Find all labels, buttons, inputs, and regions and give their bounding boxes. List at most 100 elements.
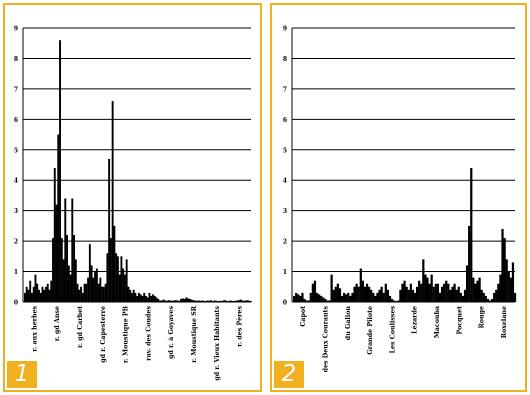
- category-label: r. des Pères: [237, 306, 244, 347]
- bar: [32, 286, 35, 302]
- bar: [55, 204, 58, 302]
- bar: [295, 292, 298, 302]
- bar: [486, 298, 490, 302]
- bar: [145, 295, 147, 302]
- bar: [299, 295, 302, 302]
- bar: [507, 271, 510, 302]
- bar: [513, 292, 517, 302]
- bar: [353, 286, 356, 302]
- category-label: r. Moustique PB: [123, 306, 130, 363]
- bar: [248, 300, 251, 302]
- bar: [166, 300, 168, 302]
- bar: [67, 265, 70, 302]
- bar: [434, 283, 437, 302]
- bar: [499, 274, 502, 302]
- bar: [111, 101, 114, 302]
- y-tick-label: 9: [283, 26, 287, 33]
- bar: [204, 301, 207, 302]
- bar: [305, 300, 308, 302]
- bar: [311, 283, 314, 302]
- bar: [80, 286, 83, 302]
- y-tick-label: 3: [14, 208, 18, 215]
- bar: [478, 277, 481, 302]
- bar: [43, 289, 46, 302]
- bar: [501, 228, 504, 302]
- bar: [174, 300, 177, 302]
- bar: [162, 299, 165, 302]
- bar: [78, 289, 81, 302]
- bar: [297, 294, 300, 302]
- bar: [488, 300, 492, 302]
- bar: [415, 286, 419, 302]
- y-tick-label: 9: [14, 26, 18, 33]
- bar: [45, 286, 47, 302]
- bar: [50, 280, 53, 302]
- bar: [368, 286, 371, 302]
- bar: [31, 292, 33, 302]
- bar: [202, 300, 205, 302]
- bar: [108, 158, 111, 302]
- bar: [336, 283, 339, 302]
- bar: [330, 274, 333, 302]
- bar: [39, 292, 42, 302]
- bar: [395, 301, 398, 302]
- bar: [505, 259, 508, 302]
- bar: [173, 300, 175, 302]
- y-tick-label: 4: [14, 178, 18, 185]
- bar: [94, 271, 97, 302]
- bar: [497, 283, 500, 302]
- bar: [209, 300, 212, 302]
- bar: [407, 289, 410, 302]
- bar: [382, 292, 385, 302]
- bar: [349, 295, 352, 302]
- bar: [188, 298, 191, 302]
- y-tick-label: 6: [14, 117, 18, 124]
- category-label: Roxelane: [501, 306, 508, 338]
- bar: [225, 300, 228, 302]
- bar: [397, 300, 400, 302]
- bar: [459, 292, 462, 302]
- bar: [293, 295, 296, 302]
- bar: [232, 301, 235, 302]
- category-label: r. gd Carbet: [77, 306, 84, 348]
- bar: [484, 295, 487, 302]
- bar: [60, 238, 63, 302]
- bar: [95, 268, 98, 302]
- bar: [136, 295, 139, 302]
- bar: [474, 283, 477, 302]
- bar: [493, 292, 496, 302]
- bar: [334, 286, 337, 302]
- bar: [81, 292, 84, 302]
- bar: [418, 280, 421, 302]
- bar: [199, 300, 202, 302]
- bar: [134, 292, 137, 302]
- bar: [143, 292, 146, 302]
- bar: [73, 235, 76, 302]
- bar: [152, 294, 154, 302]
- bar: [420, 283, 423, 302]
- y-tick-label: 4: [283, 178, 287, 185]
- bar: [463, 289, 467, 302]
- y-tick-label: 0: [14, 300, 18, 307]
- bar: [246, 300, 249, 302]
- bar: [171, 300, 174, 302]
- bar: [426, 277, 429, 302]
- bar: [223, 300, 226, 302]
- bar: [322, 297, 325, 302]
- bar: [129, 289, 132, 302]
- bar: [241, 300, 244, 302]
- chart-panel-2: 0 1 2 3 4 5 6 7 8 9 Capot des Deux Courants du Galio…: [270, 3, 527, 392]
- bar-chart-2: 0 1 2 3 4 5 6 7 8 9 Capot des Deux Courants du Galio…: [283, 26, 517, 372]
- bar: [104, 283, 107, 302]
- category-label: Les Coulisses: [389, 306, 396, 354]
- bar: [503, 238, 506, 302]
- bar: [218, 300, 221, 302]
- bar: [472, 277, 475, 302]
- bar: [208, 300, 211, 302]
- bar: [46, 283, 49, 302]
- bar: [99, 277, 102, 302]
- bar: [192, 300, 195, 302]
- bar: [164, 300, 167, 302]
- bar: [118, 274, 121, 302]
- bar: [201, 300, 204, 302]
